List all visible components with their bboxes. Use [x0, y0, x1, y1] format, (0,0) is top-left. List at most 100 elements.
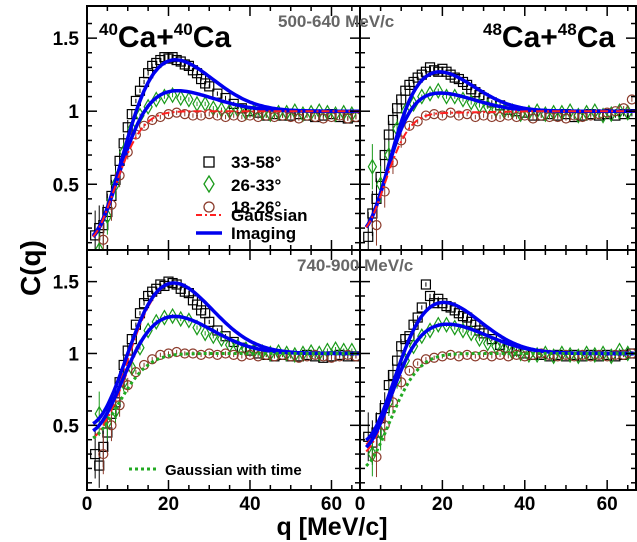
x-axis-title: q [MeV/c]: [276, 513, 387, 541]
panel-top-left: [90, 52, 360, 250]
fit-curve-imaging: [91, 88, 360, 238]
data-point-circle: [371, 451, 382, 463]
data-point-square: [204, 316, 215, 327]
legend-label-s1: 33-58°: [231, 153, 281, 172]
data-point-square: [420, 279, 432, 290]
data-point-diamond: [200, 325, 210, 342]
data-point-circle: [179, 109, 190, 120]
data-point-square: [363, 231, 374, 242]
data-point-circle: [626, 94, 636, 105]
panel-frames: [86, 5, 637, 491]
legend-marker-s3: [203, 201, 215, 213]
legend-label-s2: 26-33°: [231, 176, 281, 195]
data-point-diamond: [184, 91, 194, 108]
data-point-circle: [269, 111, 280, 123]
data-point-circle: [98, 234, 109, 245]
fit-curve-imaging: [92, 314, 360, 433]
data-point-circle: [163, 348, 174, 359]
data-point-diamond: [167, 307, 178, 325]
data-point-circle: [253, 111, 264, 123]
fit-curve-gauss: [365, 110, 636, 228]
legend-label-imaging: Imaging: [231, 224, 296, 243]
data-point-diamond: [441, 316, 452, 333]
data-point-circle: [187, 110, 199, 121]
panel-frame-bottom-right: [359, 249, 637, 491]
x-tick-label: 40: [514, 494, 535, 515]
panel-top-right: [363, 62, 636, 250]
fit-curve-gauss: [92, 110, 360, 238]
data-point-circle: [236, 111, 247, 123]
y-tick-label: 1.5: [53, 29, 80, 50]
data-point-diamond: [483, 335, 493, 352]
data-point-circle: [220, 111, 231, 123]
legend-label-gaussian-time: Gaussian with time: [165, 462, 302, 479]
data-point-circle: [155, 349, 166, 361]
momentum-label-top: 500-640 MeV/c: [278, 12, 394, 31]
y-tick-label: 0.5: [53, 416, 80, 437]
data-point-diamond: [94, 241, 104, 250]
legend: 33-58° 26-33° 18-26° Gaussian Imaging Ga…: [129, 153, 308, 479]
y-tick-label: 1.5: [53, 273, 80, 294]
label-ca40-ca40: 40Ca+40Ca: [99, 20, 231, 54]
data-point-diamond: [598, 107, 608, 124]
data-point-square: [204, 81, 215, 92]
data-point-diamond: [367, 158, 378, 175]
legend-marker-s1: [203, 156, 215, 168]
fit-curve-gauss_time: [365, 352, 636, 467]
data-point-square: [383, 129, 394, 140]
legend-label-gaussian: Gaussian: [231, 206, 308, 225]
x-tick-label: 20: [158, 494, 179, 515]
data-point-circle: [404, 120, 415, 131]
data-point-diamond: [159, 309, 170, 326]
x-tick-label: 0: [355, 494, 366, 515]
y-tick-label: 0.5: [53, 175, 80, 196]
y-axis-title: C(q): [15, 240, 46, 296]
x-tick-label: 60: [597, 494, 618, 515]
fit-curve-imaging: [91, 58, 360, 237]
momentum-label-bottom: 740-900 MeV/c: [297, 256, 413, 275]
data-point-circle: [171, 346, 182, 358]
data-point-diamond: [425, 85, 435, 102]
fit-curve-gauss_time: [92, 352, 360, 440]
data-point-circle: [342, 113, 353, 124]
panel-bottom-right: [363, 279, 636, 478]
x-tick-label: 60: [321, 494, 342, 515]
fit-curve-imaging: [365, 300, 636, 442]
fit-curve-imaging: [364, 322, 636, 449]
data-point-diamond: [433, 316, 443, 333]
data-point-circle: [404, 365, 415, 376]
data-point-circle: [244, 110, 256, 121]
data-point-diamond: [474, 330, 485, 348]
data-point-diamond: [417, 88, 427, 105]
plot-area: [90, 52, 636, 488]
data-point-circle: [130, 367, 141, 378]
data-point-square: [416, 302, 427, 313]
data-point-diamond: [614, 102, 625, 120]
fit-curve-gauss: [92, 58, 360, 237]
label-ca48-ca48: 48Ca+48Ca: [483, 20, 615, 54]
data-point-circle: [253, 351, 264, 362]
data-point-diamond: [176, 89, 186, 107]
data-point-circle: [114, 400, 125, 411]
data-point-circle: [171, 107, 182, 118]
legend-label-s3: 18-26°: [231, 198, 281, 217]
data-point-circle: [204, 109, 215, 120]
data-point-circle: [371, 220, 382, 231]
data-point-circle: [228, 110, 239, 121]
panel-bottom-left: [90, 276, 360, 488]
legend-marker-s2: [203, 174, 215, 194]
data-point-circle: [98, 448, 109, 460]
data-point-circle: [122, 379, 133, 391]
axis-ticks: 0.5 1 1.5 0 20 40 60 0.5 1 1.5 0 20 40 60: [53, 6, 636, 515]
x-tick-label: 20: [432, 494, 453, 515]
x-tick-label: 0: [82, 494, 93, 515]
y-tick-label: 1: [68, 344, 79, 365]
data-point-circle: [412, 116, 423, 127]
data-point-diamond: [433, 82, 443, 99]
data-point-circle: [236, 351, 247, 362]
data-point-circle: [138, 120, 150, 131]
data-point-circle: [318, 113, 329, 124]
x-tick-label: 40: [239, 494, 260, 515]
y-tick-label: 1: [68, 102, 79, 123]
